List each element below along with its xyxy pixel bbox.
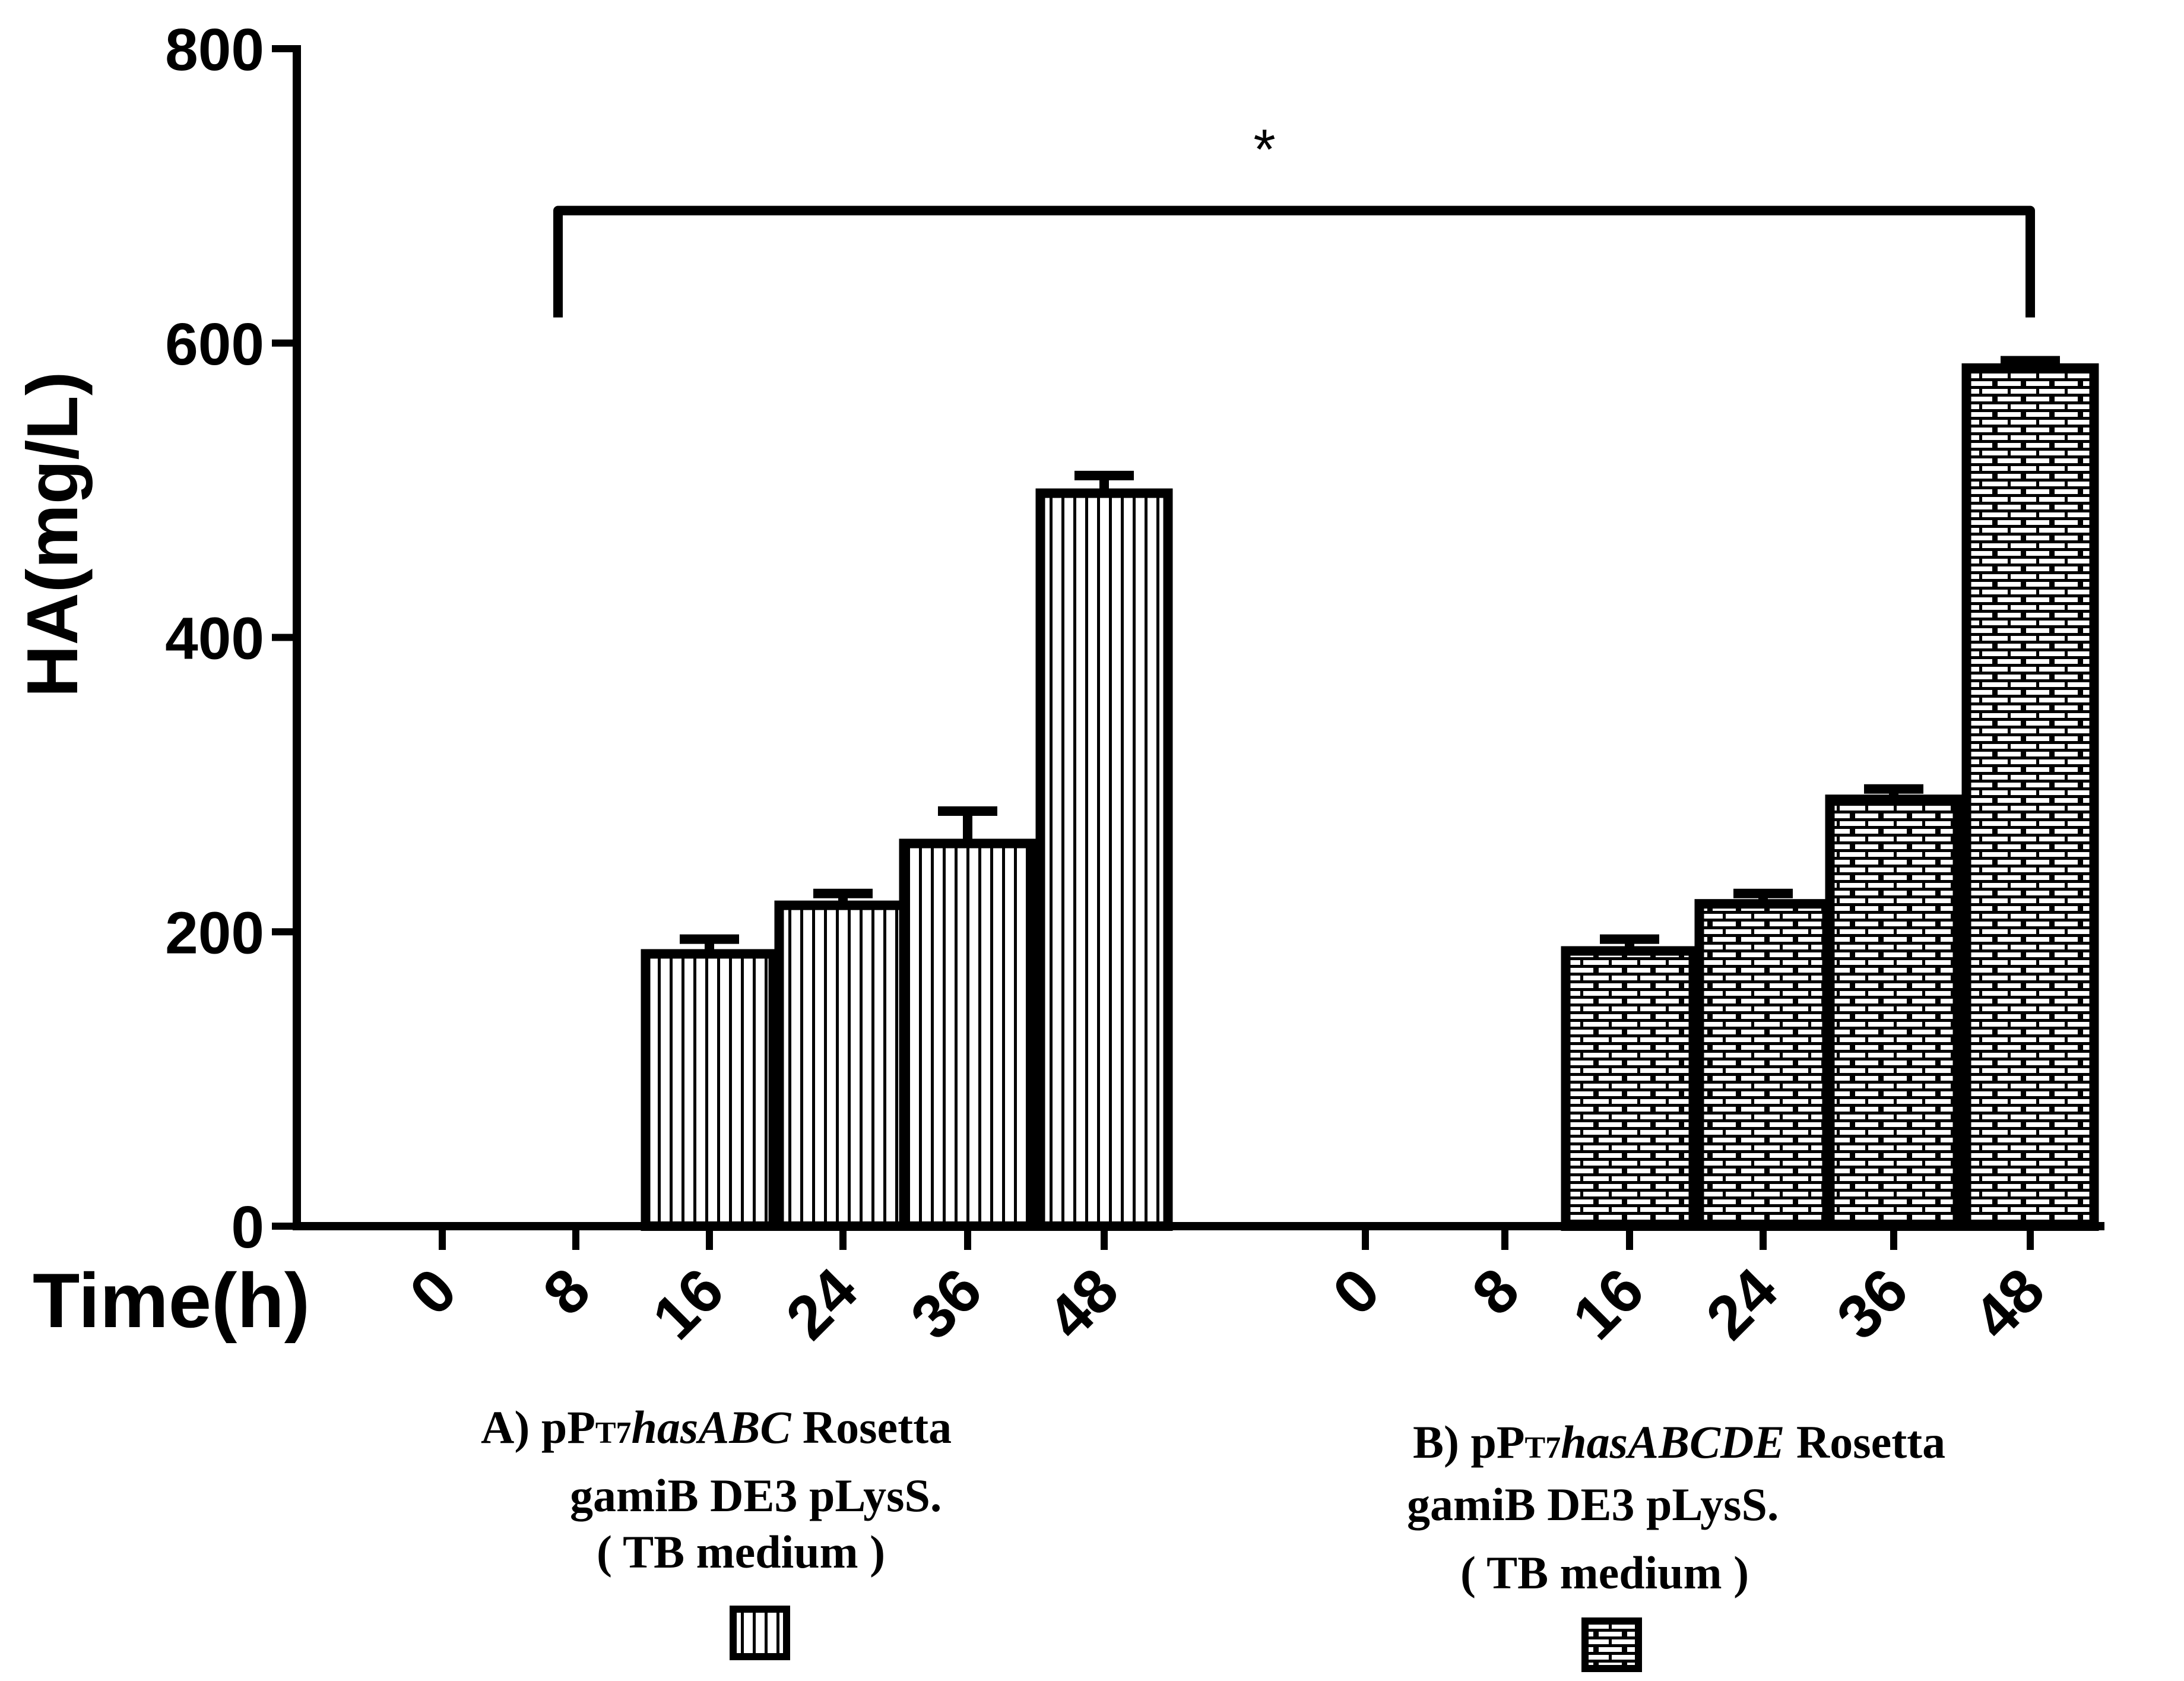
x-tick-label: 8 <box>1459 1255 1532 1328</box>
group-label-line1: B) pPT7hasABCDE Rosetta <box>1413 1416 1945 1468</box>
y-tick-label: 200 <box>165 900 264 966</box>
bar <box>1035 488 1173 1231</box>
x-tick-label: 0 <box>1320 1255 1393 1328</box>
x-tick-label: 48 <box>1034 1255 1131 1353</box>
significance-annotation: * <box>553 118 2035 318</box>
y-tick-label: 0 <box>231 1194 264 1261</box>
significance-star: * <box>1253 118 1275 182</box>
y-tick-label: 800 <box>165 17 264 83</box>
group-label-part: Rosetta <box>791 1401 952 1453</box>
group-label-part: T7 <box>595 1416 632 1450</box>
bar <box>1694 899 1832 1232</box>
bar <box>899 838 1036 1231</box>
group-label-line2: gamiB DE3 pLysS. <box>570 1470 942 1521</box>
group-label-part: pP <box>1471 1416 1525 1468</box>
significance-bracket <box>553 205 2035 318</box>
legend-swatch <box>730 1606 790 1660</box>
x-tick-label: 36 <box>1824 1255 1921 1353</box>
bar <box>1561 946 1698 1231</box>
y-axis-title: HA(mg/L) <box>12 372 93 698</box>
x-axis-title: Time(h) <box>33 1257 310 1344</box>
group-label-part: Rosetta <box>1784 1416 1945 1468</box>
bar <box>1961 363 2099 1231</box>
group-label-line3: ( TB medium ) <box>597 1526 885 1578</box>
x-tick-label: 36 <box>898 1255 995 1353</box>
x-tick-label: 48 <box>1960 1255 2058 1353</box>
y-tick-label: 600 <box>165 311 264 378</box>
bar <box>774 900 912 1231</box>
x-tick-label: 0 <box>397 1255 470 1328</box>
group-label-part: B) <box>1413 1416 1471 1468</box>
bars <box>641 356 2099 1232</box>
x-tick-label: 16 <box>1559 1255 1657 1353</box>
x-tick-label: 8 <box>530 1255 603 1328</box>
y-tick-label: 400 <box>165 606 264 672</box>
group-label-part: T7 <box>1525 1431 1561 1465</box>
bar <box>641 949 778 1232</box>
x-tick-label: 16 <box>639 1255 737 1353</box>
group-label-line3: ( TB medium ) <box>1460 1547 1749 1598</box>
x-tick-label: 24 <box>1693 1255 1790 1353</box>
group-label-line2: gamiB DE3 pLysS. <box>1407 1479 1779 1530</box>
bar <box>1825 794 1963 1231</box>
group-label-part: pP <box>541 1401 595 1453</box>
x-tick-label: 24 <box>773 1255 870 1353</box>
group-label-part: hasABC <box>632 1401 792 1453</box>
legend-swatch <box>1581 1617 1642 1672</box>
group-label-line1: A) pPT7hasABC Rosetta <box>481 1401 952 1453</box>
group-label-part: hasABCDE <box>1561 1416 1784 1468</box>
group-label-part: A) <box>481 1401 541 1453</box>
